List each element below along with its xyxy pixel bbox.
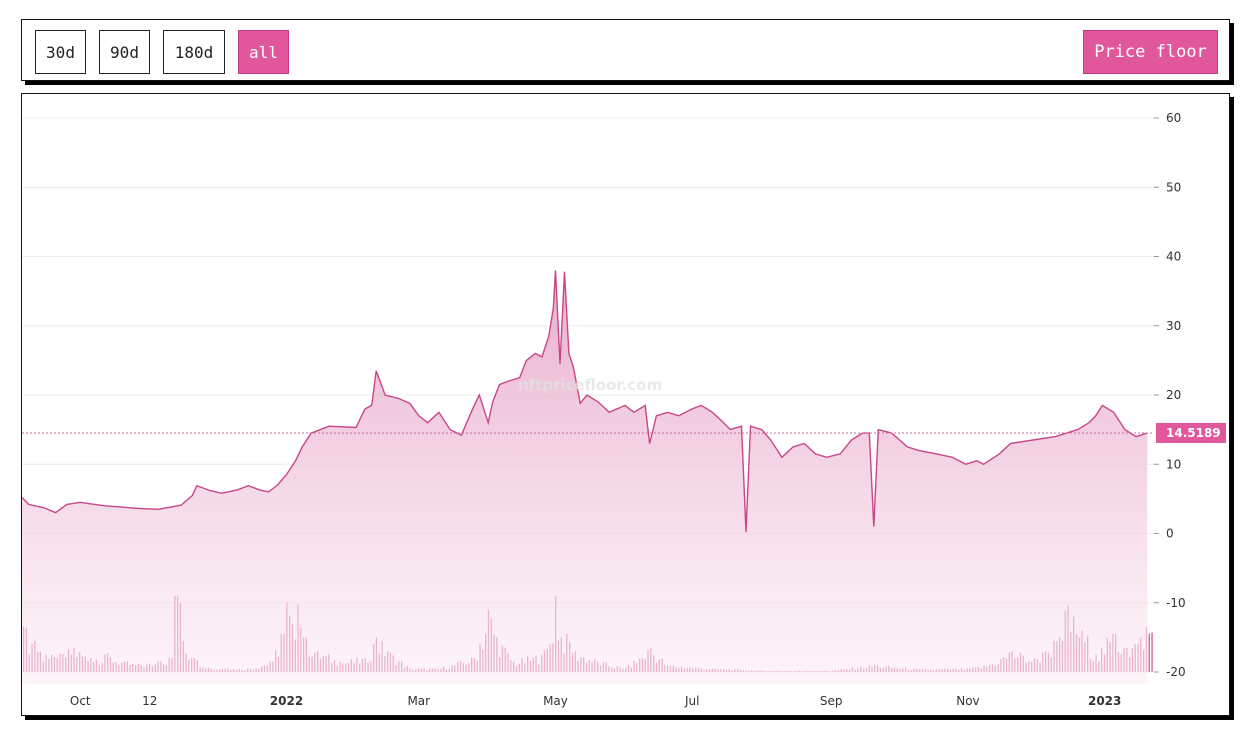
y-tick-label: 50 xyxy=(1166,180,1181,194)
x-tick-label: Nov xyxy=(956,694,979,708)
x-tick-label: Oct xyxy=(70,694,91,708)
chart-panel: nftpricefloor.com 60 50 40 30 20 10 0 -10 -20 Oc… xyxy=(21,93,1230,716)
x-tick-label: May xyxy=(543,694,568,708)
x-tick-label: 12 xyxy=(142,694,157,708)
x-axis: Oct 12 2022 Mar May Jul Sep Nov 2023 xyxy=(70,694,1121,708)
price-floor-chart: nftpricefloor.com 60 50 40 30 20 10 0 -10 -20 Oc… xyxy=(22,111,1226,708)
range-180d-button[interactable]: 180d xyxy=(163,30,225,74)
x-tick-label: 2023 xyxy=(1088,694,1121,708)
x-tick-label: Mar xyxy=(407,694,430,708)
y-tick-label: 10 xyxy=(1166,457,1181,471)
range-toolbar: 30d 90d 180d all Price floor xyxy=(21,19,1230,81)
y-tick-label: 20 xyxy=(1166,388,1181,402)
last-value-label: 14.5189 xyxy=(1166,426,1221,440)
volume-bar xyxy=(1148,633,1150,672)
watermark: nftpricefloor.com xyxy=(518,376,662,394)
price-area xyxy=(22,270,1148,684)
y-axis: 60 50 40 30 20 10 0 -10 -20 xyxy=(1154,111,1186,679)
y-tick-label: 0 xyxy=(1166,527,1174,541)
range-all-button[interactable]: all xyxy=(238,30,289,74)
volume-bar xyxy=(1151,632,1153,672)
price-floor-button[interactable]: Price floor xyxy=(1083,30,1218,74)
last-value-badge: 14.5189 xyxy=(1156,422,1226,443)
y-tick-label: 40 xyxy=(1166,250,1181,264)
y-tick-label: -10 xyxy=(1166,596,1186,610)
range-90d-button[interactable]: 90d xyxy=(99,30,150,74)
y-tick-label: 30 xyxy=(1166,319,1181,333)
range-30d-button[interactable]: 30d xyxy=(35,30,86,74)
x-tick-label: Jul xyxy=(684,694,699,708)
price-line xyxy=(22,270,1148,533)
x-tick-label: 2022 xyxy=(270,694,303,708)
y-tick-label: -20 xyxy=(1166,665,1186,679)
x-tick-label: Sep xyxy=(820,694,843,708)
y-tick-label: 60 xyxy=(1166,111,1181,125)
